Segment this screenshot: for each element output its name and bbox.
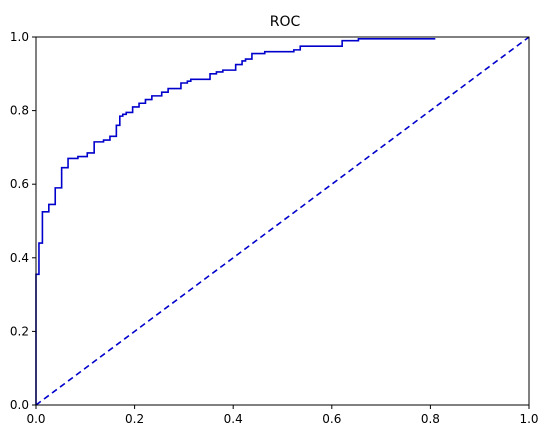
- y-tick-label: 0.8: [10, 104, 29, 118]
- y-tick-label: 1.0: [10, 30, 29, 44]
- x-axis: 0.0 0.2 0.4 0.6 0.8 1.0: [26, 405, 539, 425]
- chart-title: ROC: [270, 14, 301, 30]
- x-tick-label: 0.6: [322, 412, 341, 425]
- y-tick-label: 0.4: [10, 251, 29, 265]
- x-tick-label: 0.0: [26, 412, 45, 425]
- x-tick-label: 0.2: [125, 412, 144, 425]
- x-tick-label: 1.0: [519, 412, 538, 425]
- plot-area: [35, 36, 530, 406]
- y-axis: 0.0 0.2 0.4 0.6 0.8 1.0: [10, 30, 36, 412]
- roc-curve-line: [35, 38, 436, 405]
- diagonal-reference-line: [35, 36, 530, 406]
- y-tick-label: 0.6: [10, 177, 29, 191]
- y-tick-label: 0.2: [10, 324, 29, 338]
- y-tick-label: 0.0: [10, 398, 29, 412]
- x-tick-label: 0.4: [224, 412, 243, 425]
- x-tick-label: 0.8: [421, 412, 440, 425]
- axes-frame: [35, 36, 530, 406]
